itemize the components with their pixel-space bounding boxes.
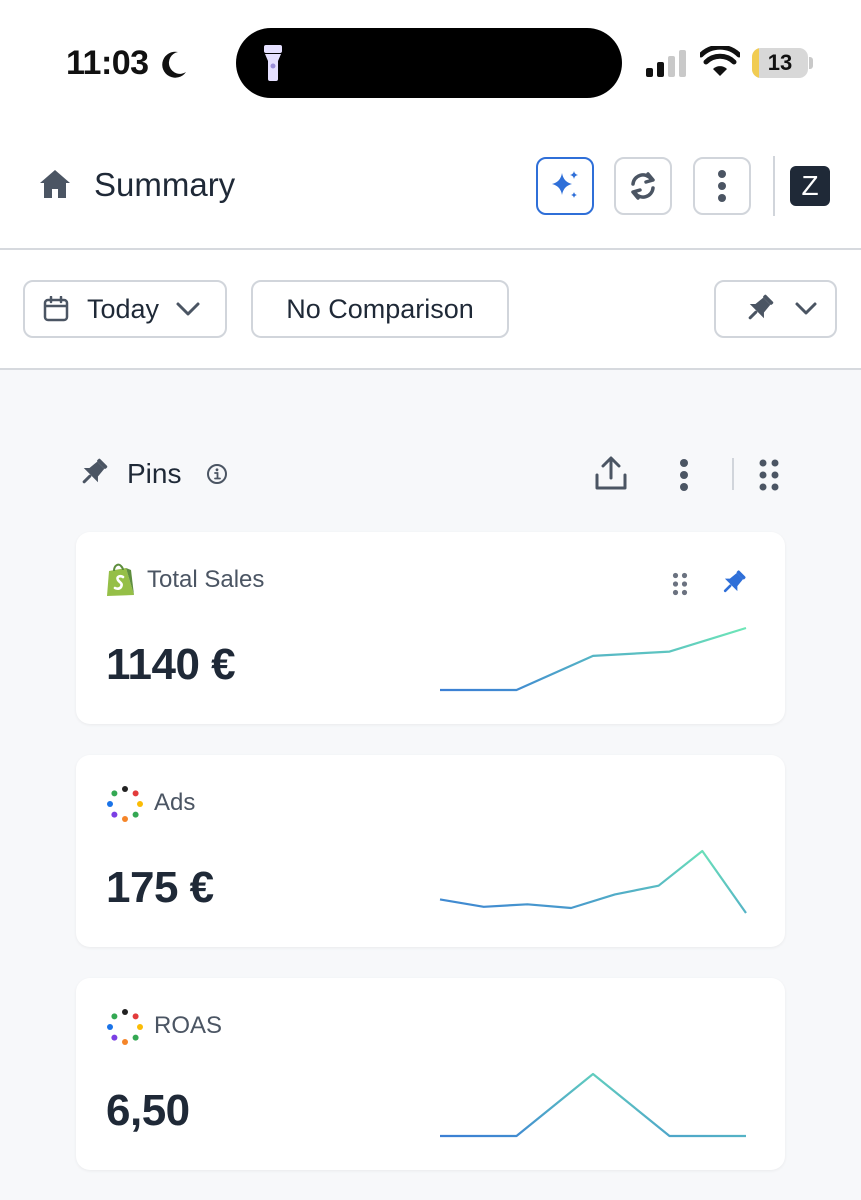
refresh-button[interactable] [614, 157, 672, 215]
multi-channel-icon [107, 1009, 143, 1045]
sparkline [440, 1072, 746, 1138]
refresh-icon [631, 172, 655, 200]
info-icon[interactable] [206, 463, 228, 485]
card-value: 6,50 [106, 1086, 190, 1135]
battery-nub [809, 57, 813, 69]
chevron-down-icon [795, 302, 817, 315]
avatar[interactable]: Z [790, 166, 830, 206]
more-options-button[interactable] [693, 157, 751, 215]
more-vertical-icon [718, 170, 726, 202]
header-divider [773, 156, 775, 216]
sparkline [440, 626, 747, 692]
app-header: Summary Z [0, 128, 861, 250]
filter-bar: Today No Comparison [0, 250, 861, 370]
sparkline [439, 849, 747, 914]
dynamic-island [236, 28, 622, 98]
cellular-signal-icon [646, 50, 686, 77]
card-label: Ads [154, 789, 196, 816]
multi-channel-icon [107, 786, 143, 822]
battery-level: 13 [767, 50, 793, 75]
metric-card-total-sales[interactable]: Total Sales 1140 € [76, 532, 785, 724]
status-time: 11:03 [66, 44, 149, 82]
sparkline-path [439, 849, 747, 914]
wifi-icon [700, 46, 740, 76]
share-icon[interactable] [594, 456, 628, 492]
home-icon[interactable] [38, 168, 72, 200]
comparison-label: No Comparison [286, 293, 474, 324]
ai-assistant-button[interactable] [536, 157, 594, 215]
sparkline-path [440, 626, 747, 692]
drag-handle-icon[interactable] [672, 572, 688, 596]
drag-grid-icon[interactable] [758, 458, 780, 492]
shopify-icon [107, 563, 134, 596]
page-title: Summary [94, 166, 236, 203]
pins-title: Pins [127, 458, 182, 489]
pins-header-divider [732, 458, 734, 490]
flashlight-icon [264, 45, 282, 81]
card-label: ROAS [154, 1012, 223, 1039]
date-range-select[interactable]: Today [23, 280, 227, 338]
battery-fill [752, 48, 760, 78]
pin-icon[interactable] [718, 568, 748, 598]
status-bar: 11:03 13 [0, 0, 861, 128]
card-label: Total Sales [147, 566, 265, 593]
sparkline-path [440, 1072, 746, 1138]
card-value: 175 € [106, 863, 214, 912]
date-range-label: Today [87, 293, 160, 324]
more-vertical-icon[interactable] [678, 458, 690, 492]
calendar-icon [43, 296, 69, 322]
metric-card-roas[interactable]: ROAS 6,50 [76, 978, 785, 1170]
card-value: 1140 € [106, 640, 236, 689]
pins-section-header: Pins [76, 452, 786, 498]
pin-icon [748, 294, 774, 320]
ai-sparkle-icon [552, 171, 578, 198]
pin-filter-select[interactable] [714, 280, 837, 338]
comparison-select[interactable]: No Comparison [251, 280, 509, 338]
battery-icon: 13 [752, 48, 808, 78]
metric-card-ads[interactable]: Ads 175 € [76, 755, 785, 947]
chevron-down-icon [176, 302, 200, 316]
pin-icon [82, 458, 108, 484]
moon-icon [162, 51, 186, 78]
